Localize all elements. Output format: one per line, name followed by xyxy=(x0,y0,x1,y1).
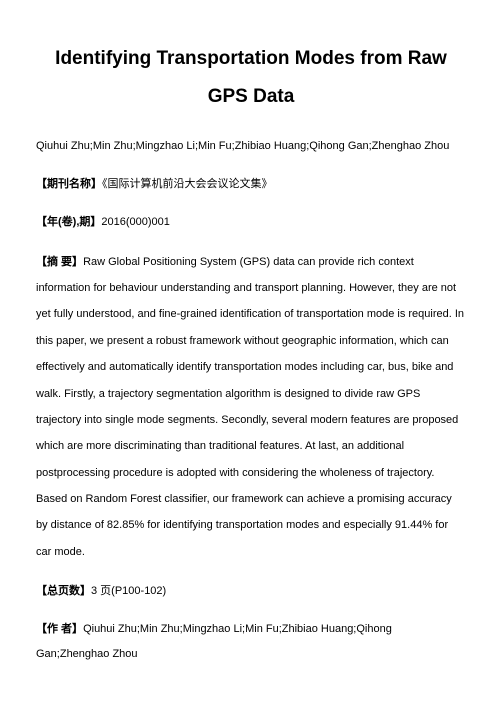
issue-value: 2016(000)001 xyxy=(101,216,170,228)
pages-label: 【总页数】 xyxy=(36,585,91,597)
issue-label: 【年(卷),期】 xyxy=(36,216,101,228)
abstract-text: Raw Global Positioning System (GPS) data… xyxy=(36,256,464,558)
authors-line: Qiuhui Zhu;Min Zhu;Mingzhao Li;Min Fu;Zh… xyxy=(36,134,466,158)
authors-field-label: 【作 者】 xyxy=(36,623,83,635)
journal-line: 【期刊名称】《国际计算机前沿大会会议论文集》 xyxy=(36,172,466,196)
authors-field-line: 【作 者】Qiuhui Zhu;Min Zhu;Mingzhao Li;Min … xyxy=(36,617,466,665)
pages-value: 3 页(P100-102) xyxy=(91,585,166,597)
paper-title: Identifying Transportation Modes from Ra… xyxy=(36,40,466,116)
pages-line: 【总页数】3 页(P100-102) xyxy=(36,579,466,603)
document-page: Identifying Transportation Modes from Ra… xyxy=(0,0,502,710)
issue-line: 【年(卷),期】2016(000)001 xyxy=(36,210,466,234)
journal-label: 【期刊名称】 xyxy=(36,178,102,190)
abstract-block: 【摘 要】Raw Global Positioning System (GPS)… xyxy=(36,249,466,566)
authors-field-value: Qiuhui Zhu;Min Zhu;Mingzhao Li;Min Fu;Zh… xyxy=(36,623,392,659)
abstract-label: 【摘 要】 xyxy=(36,256,83,268)
journal-value: 《国际计算机前沿大会会议论文集》 xyxy=(102,178,273,190)
